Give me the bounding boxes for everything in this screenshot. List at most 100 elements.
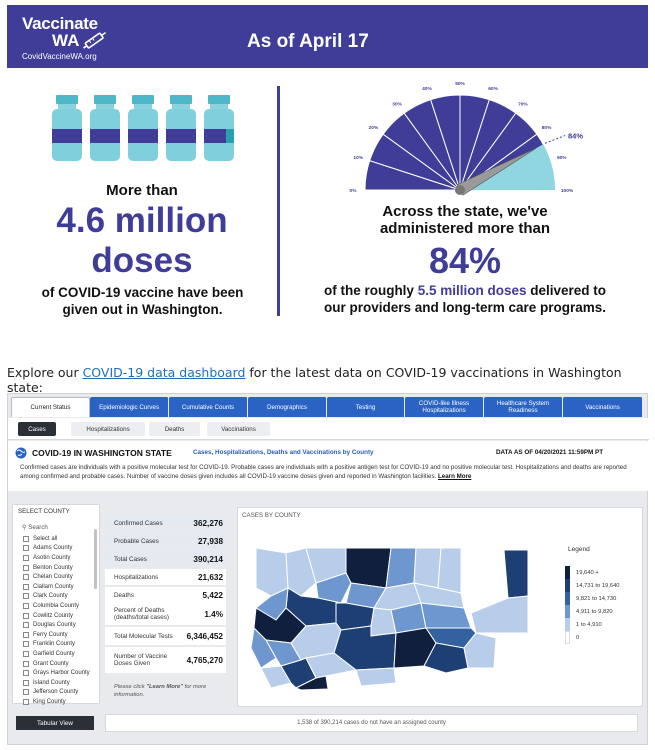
stat-row: Percent of Deaths (deaths/total cases) 1.… — [105, 603, 226, 625]
administered-caption-1: of the roughly 5.5 million doses deliver… — [323, 283, 607, 298]
county-label: Grays Harbor County — [33, 670, 90, 677]
county-checkbox-item[interactable]: Franklin County — [23, 640, 99, 650]
county-checkbox-item[interactable]: Island County — [23, 678, 99, 688]
county-checkbox-item[interactable]: King County — [23, 697, 99, 707]
county-checkbox-item[interactable]: Asotin County — [23, 553, 99, 563]
stat-label: Deaths — [114, 591, 134, 599]
checkbox-icon[interactable] — [23, 545, 29, 552]
county-label: Franklin County — [33, 641, 76, 648]
explore-text: Explore our COVID-19 data dashboard for … — [7, 365, 622, 395]
stat-value: 21,632 — [197, 572, 223, 582]
county-jefferson — [285, 548, 317, 597]
checkbox-icon[interactable] — [23, 670, 29, 677]
stat-row: Hospitalizations 21,632 — [105, 569, 226, 585]
subtab-hospitalizations[interactable]: Hospitalizations — [71, 422, 145, 436]
tab-current-status[interactable]: Current Status — [11, 397, 90, 417]
checkbox-icon[interactable] — [23, 593, 29, 600]
tab-vaccinations[interactable]: Vaccinations — [563, 397, 643, 417]
legend-item: 14,731 to 19,640 — [565, 579, 620, 592]
county-filter: SELECT COUNTY ⚲ Search Select all Adams C… — [12, 504, 100, 707]
county-checkbox-item[interactable]: Garfield County — [23, 649, 99, 659]
state-description: Confirmed cases are individuals with a p… — [20, 464, 627, 480]
county-checkbox-item[interactable]: Grays Harbor County — [23, 668, 99, 678]
county-checkbox-item[interactable]: Cowlitz County — [23, 611, 99, 621]
county-columbia — [463, 632, 497, 669]
county-checkbox-item[interactable]: Jefferson County — [23, 688, 99, 698]
doses-caption-2: given out in Washington. — [62, 302, 223, 317]
tab-healthcare-readiness[interactable]: Healthcare System Readiness — [484, 397, 563, 417]
vial-icons — [52, 95, 234, 161]
covid-dashboard: Current Status Epidemiologic Curves Cumu… — [7, 393, 649, 745]
county-checkbox-item[interactable]: Columbia County — [23, 601, 99, 611]
dashboard-link[interactable]: COVID-19 data dashboard — [82, 365, 246, 380]
county-checkbox-item[interactable]: Grant County — [23, 659, 99, 669]
sub-tabs: Cases Hospitalizations Deaths Vaccinatio… — [8, 418, 649, 440]
map-title: CASES BY COUNTY — [242, 512, 301, 519]
legend-label: 14,731 to 19,640 — [576, 582, 620, 589]
subtab-vaccinations[interactable]: Vaccinations — [207, 422, 270, 436]
logo-text-wa[interactable]: WA — [52, 31, 80, 50]
checkbox-icon[interactable] — [23, 641, 29, 648]
county-stevens — [413, 548, 442, 589]
unassigned-cases-note: 1,538 of 390,214 cases do not have an as… — [105, 714, 638, 732]
county-checkbox-item[interactable]: Douglas County — [23, 620, 99, 630]
legend-label: 19,640 + — [576, 569, 599, 576]
stat-value: 4,765,270 — [186, 655, 223, 665]
county-label: Asotin County — [33, 554, 71, 561]
tabular-view-button[interactable]: Tabular View — [16, 716, 94, 730]
stat-value: 6,346,452 — [186, 631, 223, 641]
checkbox-icon[interactable] — [23, 574, 29, 581]
logo-url[interactable]: CovidVaccineWA.org — [22, 52, 97, 61]
tab-demographics[interactable]: Demographics — [248, 397, 327, 417]
checkbox-icon[interactable] — [23, 622, 29, 629]
checkbox-icon[interactable] — [23, 650, 29, 657]
gauge-tick-label: 90% — [557, 155, 567, 161]
gauge-marker-line — [544, 135, 566, 144]
checkbox-icon[interactable] — [23, 554, 29, 561]
checkbox-icon[interactable] — [23, 564, 29, 571]
stat-row: Total Molecular Tests 6,346,452 — [105, 627, 226, 645]
county-checkbox-item[interactable]: Clark County — [23, 592, 99, 602]
logo-text[interactable]: Vaccinate — [22, 14, 98, 33]
gauge-tick-label: 80% — [542, 125, 552, 131]
select-all-checkbox[interactable]: Select all — [23, 534, 99, 544]
checkbox-icon[interactable] — [23, 660, 29, 667]
county-checkbox-item[interactable]: Adams County — [23, 544, 99, 554]
legend-item: 9,821 to 14,730 — [565, 592, 620, 605]
stat-label: Total Cases — [114, 555, 147, 563]
county-label: Jefferson County — [33, 689, 79, 696]
tab-testing[interactable]: Testing — [327, 397, 405, 417]
tab-cumulative-counts[interactable]: Cumulative Counts — [169, 397, 248, 417]
checkbox-icon[interactable] — [23, 698, 29, 705]
county-list: Select all Adams County Asotin County Bento… — [23, 534, 99, 707]
stat-value: 390,214 — [193, 554, 223, 564]
county-label: Adams County — [33, 545, 73, 552]
tab-epidemiologic-curves[interactable]: Epidemiologic Curves — [90, 397, 169, 417]
checkbox-icon[interactable] — [23, 689, 29, 696]
checkbox-icon[interactable] — [23, 602, 29, 609]
checkbox-icon[interactable] — [23, 535, 29, 542]
county-scrollbar[interactable] — [94, 529, 97, 589]
checkbox-icon[interactable] — [23, 631, 29, 638]
legend-swatch — [565, 618, 570, 631]
county-label: Cowlitz County — [33, 612, 74, 619]
subtab-cases[interactable]: Cases — [18, 422, 56, 436]
county-checkbox-item[interactable]: Benton County — [23, 563, 99, 573]
doses-amount: 4.6 million — [56, 201, 228, 240]
checkbox-icon[interactable] — [23, 679, 29, 686]
county-search[interactable]: ⚲ Search — [22, 524, 48, 531]
doses-intro: More than — [106, 182, 178, 199]
subtab-deaths[interactable]: Deaths — [149, 422, 200, 436]
checkbox-icon[interactable] — [23, 612, 29, 619]
stat-label: Total Molecular Tests — [114, 632, 173, 640]
globe-icon — [15, 447, 27, 459]
county-okanogan — [345, 548, 392, 589]
county-checkbox-item[interactable]: Clallam County — [23, 582, 99, 592]
tab-covid-like-illness[interactable]: COVID-like Illness Hospitalizations — [405, 397, 484, 417]
gauge-tick-label: 60% — [488, 86, 498, 92]
legend-swatch — [565, 631, 570, 644]
checkbox-icon[interactable] — [23, 583, 29, 590]
county-checkbox-item[interactable]: Chelan County — [23, 572, 99, 582]
county-checkbox-item[interactable]: Ferry County — [23, 630, 99, 640]
learn-more-link[interactable]: Learn More — [438, 473, 472, 480]
